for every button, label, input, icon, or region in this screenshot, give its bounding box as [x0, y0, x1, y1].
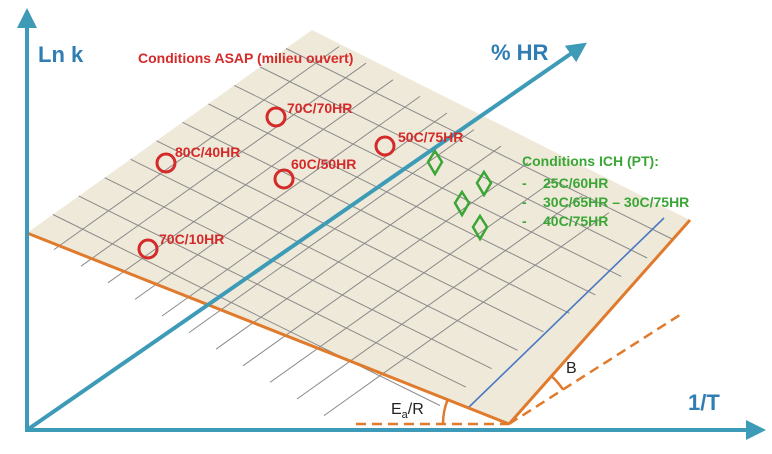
ich-item-30c-range: 30C/65HR – 30C/75HR	[543, 194, 689, 210]
asap-label-80c-40hr: 80C/40HR	[175, 144, 240, 160]
dashed-b-reference	[508, 311, 684, 426]
response-plane	[27, 30, 690, 424]
asap-marker-60c-50hr	[273, 168, 295, 190]
ich-item-25c-60hr: 25C/60HR	[543, 175, 608, 191]
ich-diamond-marker	[471, 213, 489, 242]
asap-label-60c-50hr: 60C/50HR	[291, 156, 356, 172]
asap-marker-80c-40hr	[155, 152, 177, 174]
asap-title: Conditions ASAP (milieu ouvert)	[138, 50, 353, 66]
ich-diamond-marker	[475, 169, 493, 198]
ich-bullet: -	[522, 175, 527, 191]
ea-angle-arc	[441, 399, 449, 425]
plane-grid	[52, 46, 674, 417]
asap-marker-50c-75hr	[374, 135, 396, 157]
b-angle-arc	[550, 375, 565, 391]
rh-axis	[25, 42, 587, 432]
y-axis-label: Ln k	[38, 42, 84, 67]
plane-blue-line	[467, 217, 665, 409]
ea-r-label: Ea/R	[391, 401, 424, 421]
asap-points: 70C/70HR 80C/40HR 60C/50HR 50C/75HR 70C/…	[137, 100, 463, 260]
b-label: B	[566, 360, 577, 377]
plane-right-edge	[507, 219, 692, 425]
ich-diamond-marker	[426, 148, 444, 177]
asap-label-70c-70hr: 70C/70HR	[287, 100, 352, 116]
ich-bullet: -	[522, 213, 527, 229]
rh-axis-label: % HR	[491, 40, 549, 65]
ich-title: Conditions ICH (PT):	[522, 153, 659, 169]
asap-marker-70c-70hr	[265, 106, 287, 128]
plane-front-edge	[26, 231, 510, 426]
asap-marker-70c-10hr	[137, 238, 159, 260]
asap-label-70c-10hr: 70C/10HR	[159, 231, 224, 247]
x-axis-label: 1/T	[688, 390, 720, 415]
ich-item-40c-75hr: 40C/75HR	[543, 213, 608, 229]
ich-diamond-marker	[453, 189, 471, 218]
asap-label-50c-75hr: 50C/75HR	[398, 129, 463, 145]
ich-markers	[426, 148, 493, 242]
ich-list: - 25C/60HR - 30C/65HR – 30C/75HR - 40C/7…	[522, 175, 689, 229]
ich-bullet: -	[522, 194, 527, 210]
